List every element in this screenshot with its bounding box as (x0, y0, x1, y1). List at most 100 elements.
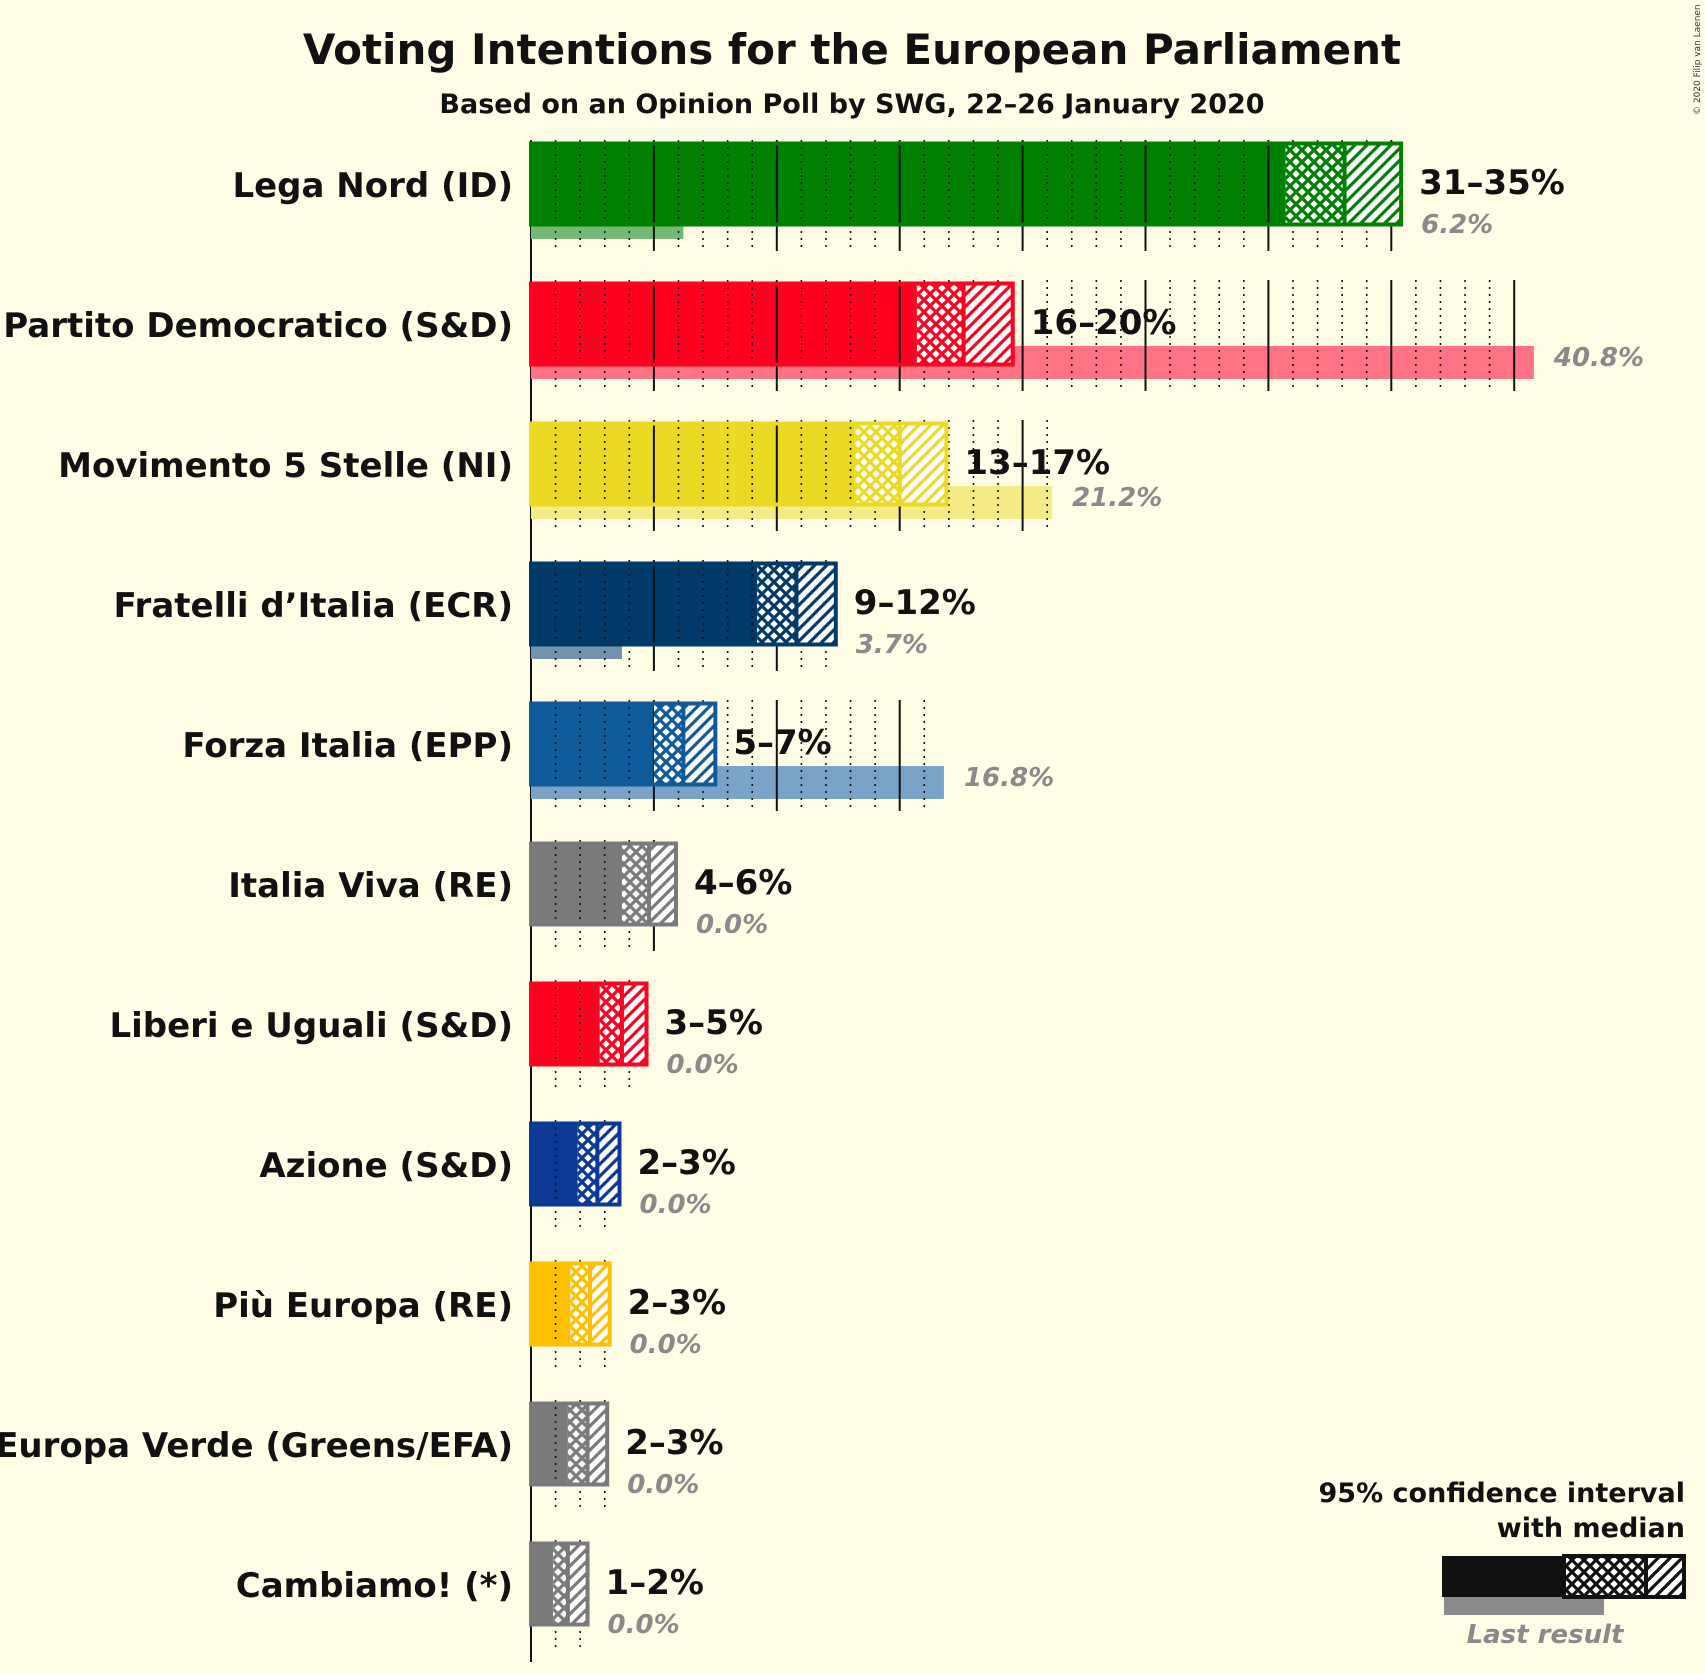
estimate-bar (531, 702, 654, 786)
last-result-label: 0.0% (608, 1610, 680, 1640)
party-row: Cambiamo! (*) 1–2% 0.0% (236, 1540, 704, 1651)
legend-crosshatch (1562, 1554, 1648, 1599)
legend-last-result-bar (1444, 1596, 1604, 1615)
estimate-bar (531, 982, 600, 1066)
ci-upper-half (597, 1124, 620, 1204)
range-label: 31–35% (1419, 163, 1565, 203)
ci-outline (529, 1261, 612, 1347)
estimate-bar (531, 562, 758, 646)
ci-outline (529, 981, 649, 1067)
legend-hatch (1644, 1554, 1686, 1599)
ci-upper-half (796, 564, 836, 644)
legend-last-result-label: Last result (1467, 1620, 1625, 1650)
estimate-bar (531, 1262, 571, 1346)
party-row: Italia Viva (RE) 4–6% 0.0% (228, 840, 792, 951)
legend: 95% confidence interval with median Last… (1319, 1478, 1686, 1650)
ci-upper-half (648, 844, 677, 924)
estimate-bar (531, 1542, 554, 1626)
ci-lower-half (916, 284, 964, 364)
ci-lower-half (577, 1124, 598, 1204)
last-result-label: 21.2% (1072, 483, 1162, 513)
party-row: Movimento 5 Stelle (NI) 13–17%21.2% (58, 420, 1162, 531)
ci-upper-half (589, 1264, 610, 1344)
party-label: Italia Viva (RE) (228, 866, 513, 906)
party-row: Europa Verde (Greens/EFA) 2–3% 0.0% (0, 1400, 724, 1511)
last-result-label: 6.2% (1421, 210, 1493, 240)
ci-lower-half (599, 984, 622, 1064)
ci-outline (529, 561, 838, 647)
ci-outline (529, 281, 1015, 367)
estimate-bar (531, 282, 917, 366)
estimate-bar (531, 842, 622, 926)
range-label: 9–12% (854, 583, 976, 623)
range-label: 4–6% (694, 863, 792, 903)
party-label: Cambiamo! (*) (236, 1566, 513, 1606)
party-label: Forza Italia (EPP) (182, 726, 513, 766)
copyright-notice: © 2020 Filip van Laenen (1693, 4, 1703, 115)
estimate-bar (531, 1122, 578, 1206)
estimate-bar (531, 1402, 568, 1486)
party-label: Azione (S&D) (259, 1146, 513, 1186)
legend-title-line1: 95% confidence interval (1319, 1478, 1685, 1509)
party-row: Fratelli d’Italia (ECR) 9–12% 3.7% (114, 560, 976, 671)
ci-outline (529, 421, 949, 507)
ci-outline (529, 141, 1404, 227)
ci-lower-half (567, 1404, 588, 1484)
range-label: 2–3% (625, 1423, 723, 1463)
range-label: 1–2% (606, 1563, 704, 1603)
party-label: Europa Verde (Greens/EFA) (0, 1426, 513, 1466)
ci-upper-half (963, 284, 1013, 364)
range-label: 5–7% (733, 723, 831, 763)
ci-outline (529, 841, 679, 927)
ci-upper-half (587, 1404, 608, 1484)
range-label: 3–5% (665, 1003, 763, 1043)
party-label: Movimento 5 Stelle (NI) (58, 446, 513, 486)
legend-solid-bar (1442, 1556, 1564, 1597)
last-result-label: 16.8% (964, 763, 1054, 793)
ci-lower-half (621, 844, 649, 924)
party-row: Azione (S&D) 2–3% 0.0% (259, 1120, 736, 1231)
range-label: 2–3% (628, 1283, 726, 1323)
last-result-label: 40.8% (1553, 343, 1644, 373)
ci-outline (529, 1541, 590, 1627)
ci-lower-half (570, 1264, 590, 1344)
party-label: Liberi e Uguali (S&D) (109, 1006, 513, 1046)
range-label: 2–3% (637, 1143, 735, 1183)
party-row: Più Europa (RE) 2–3% 0.0% (213, 1260, 726, 1371)
ci-lower-half (757, 564, 797, 644)
last-result-label: 0.0% (627, 1470, 699, 1500)
ci-outline (529, 1401, 610, 1487)
ci-outline (529, 1121, 622, 1207)
party-label: Più Europa (RE) (213, 1286, 513, 1326)
bars: Lega Nord (ID) 31–35% 6.2% Partito Democrat… (0, 140, 1644, 1651)
ci-upper-half (899, 424, 947, 504)
range-label: 16–20% (1031, 303, 1177, 343)
chart-title: Voting Intentions for the European Parli… (303, 25, 1401, 74)
estimate-bar (531, 142, 1286, 226)
ci-outline (529, 701, 718, 787)
party-label: Fratelli d’Italia (ECR) (114, 586, 514, 626)
party-row: Liberi e Uguali (S&D) 3–5% 0.0% (109, 980, 763, 1091)
ci-upper-half (567, 1544, 588, 1624)
last-result-label: 0.0% (630, 1330, 702, 1360)
ci-upper-half (1344, 144, 1402, 224)
ci-upper-half (683, 704, 716, 784)
party-label: Lega Nord (ID) (232, 166, 513, 206)
ci-lower-half (855, 424, 900, 504)
legend-title-line2: with median (1497, 1513, 1685, 1544)
party-label: Partito Democratico (S&D) (3, 306, 513, 346)
ci-upper-half (621, 984, 647, 1064)
chart-subtitle: Based on an Opinion Poll by SWG, 22–26 J… (439, 89, 1264, 120)
range-label: 13–17% (964, 443, 1110, 483)
party-row: Partito Democratico (S&D) 16–20% 40.8% (3, 280, 1644, 391)
ci-lower-half (553, 1544, 568, 1624)
party-row: Forza Italia (EPP) 5–7% 16.8% (182, 700, 1054, 811)
last-result-label: 3.7% (856, 630, 928, 660)
last-result-label: 0.0% (696, 910, 768, 940)
ci-lower-half (1285, 144, 1345, 224)
party-row: Lega Nord (ID) 31–35% 6.2% (232, 140, 1565, 251)
last-result-label: 0.0% (667, 1050, 739, 1080)
ci-lower-half (653, 704, 684, 784)
last-result-label: 0.0% (639, 1190, 711, 1220)
